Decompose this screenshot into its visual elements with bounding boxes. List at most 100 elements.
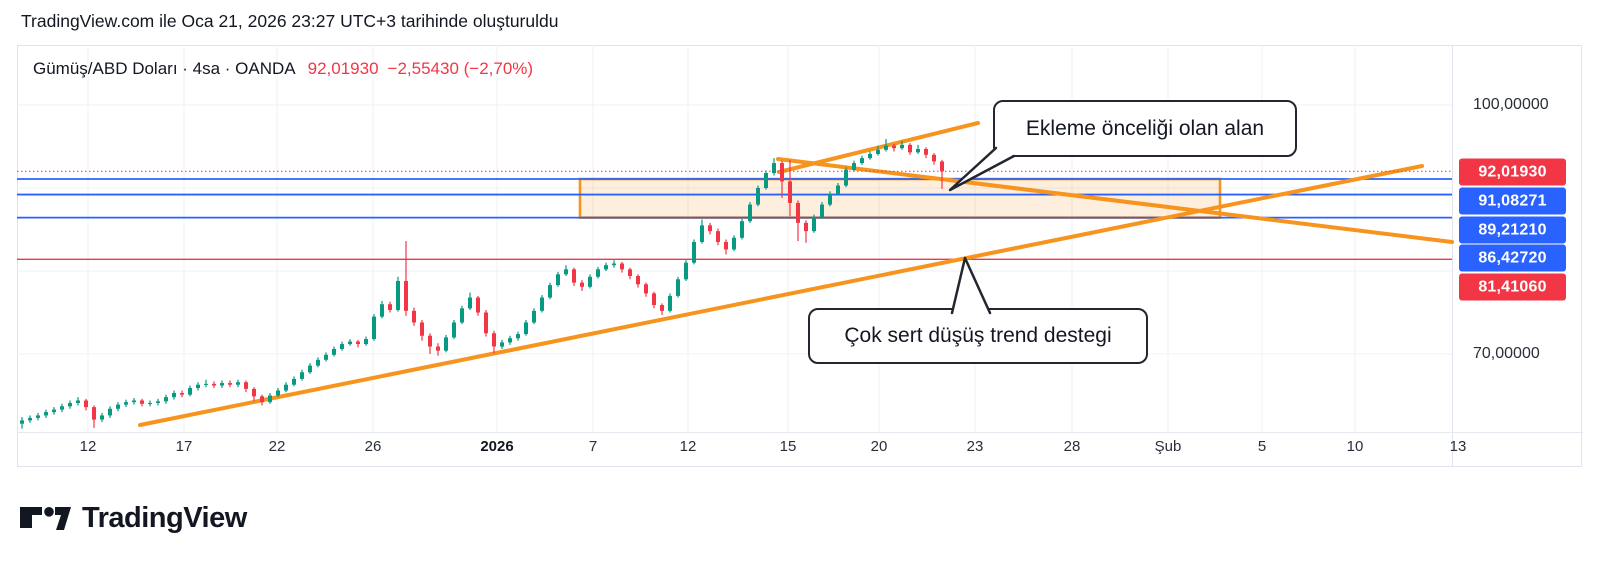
candle <box>572 267 576 286</box>
trendline-ascending-support[interactable] <box>138 164 1424 427</box>
candle-body <box>60 406 64 410</box>
time-axis-label: 5 <box>1257 438 1267 455</box>
candle <box>388 301 392 313</box>
candle-body <box>308 365 312 373</box>
time-axis-label: 12 <box>679 438 697 455</box>
candle <box>628 267 632 280</box>
candle <box>556 271 560 287</box>
candle <box>540 295 544 313</box>
candle <box>60 403 64 413</box>
candle <box>796 200 800 242</box>
chart-legend: Gümüş/ABD Doları · 4sa · OANDA 92,01930 −2… <box>33 59 533 79</box>
candle-body <box>860 158 864 164</box>
candle-body <box>764 173 768 188</box>
candle-body <box>316 359 320 366</box>
candle-body <box>468 297 472 309</box>
candle <box>236 379 240 388</box>
candle <box>20 417 24 429</box>
candle <box>124 399 128 408</box>
candle-body <box>516 334 520 339</box>
candle <box>924 147 928 159</box>
candle <box>492 330 496 354</box>
time-axis-label: 15 <box>779 438 797 455</box>
candle-body <box>908 144 912 153</box>
candle-body <box>444 337 448 351</box>
candle-body <box>196 384 200 389</box>
candle <box>84 398 88 411</box>
candle <box>868 151 872 160</box>
candle <box>884 139 888 152</box>
candle-body <box>260 396 264 403</box>
candle-body <box>588 276 592 287</box>
candle-body <box>820 204 824 218</box>
candle <box>564 265 568 276</box>
candle-body <box>756 188 760 205</box>
candle-body <box>300 372 304 379</box>
price-change-value: −2,55430 (−2,70%) <box>387 59 534 78</box>
candle-body <box>876 149 880 154</box>
last-price-value: 92,01930 <box>307 59 379 78</box>
candle-body <box>828 193 832 205</box>
candle-body <box>532 310 536 323</box>
attribution-text: TradingView.com ile Oca 21, 2026 23:27 U… <box>21 11 559 31</box>
candle <box>644 282 648 297</box>
annotation-bubble-trend[interactable]: Çok sert düşüş trend destegi <box>808 308 1148 364</box>
candle-body <box>564 269 568 275</box>
candle-body <box>428 335 432 347</box>
candle-body <box>276 390 280 396</box>
candle-body <box>788 181 792 203</box>
price-level-badge: 86,42720 <box>1459 244 1566 272</box>
candle <box>732 235 736 252</box>
candle <box>860 155 864 165</box>
time-axis-label: Şub <box>1154 438 1182 455</box>
candle-body <box>692 241 696 263</box>
candle-body <box>348 341 352 345</box>
candle-body <box>116 404 120 409</box>
time-axis-label: 28 <box>1063 438 1081 455</box>
candle <box>292 376 296 387</box>
candle-body <box>476 297 480 313</box>
candle <box>676 276 680 298</box>
candle <box>636 274 640 288</box>
candle <box>196 382 200 391</box>
candle-body <box>492 333 496 347</box>
candle <box>820 202 824 219</box>
candle <box>708 222 712 235</box>
price-axis[interactable]: 100,00000 70,00000 92,01930 91,08271 89,2121… <box>1453 45 1600 467</box>
candle <box>380 300 384 319</box>
candle <box>68 400 72 409</box>
candle-body <box>228 383 232 385</box>
candle-body <box>404 280 408 311</box>
candle <box>852 160 856 172</box>
candle-body <box>684 262 688 280</box>
candle <box>428 333 432 354</box>
candle <box>916 144 920 154</box>
annotation-bubble-trend-label: Çok sert düşüş trend destegi <box>844 324 1112 347</box>
candle-body <box>460 308 464 323</box>
candle <box>420 319 424 341</box>
candle-body <box>548 285 552 298</box>
time-axis-separator <box>17 432 1583 433</box>
candle <box>412 307 416 326</box>
candle-body <box>508 338 512 343</box>
candle <box>132 397 136 405</box>
priority-zone-rectangle[interactable] <box>578 177 1222 219</box>
candle <box>692 239 696 265</box>
candle-body <box>324 354 328 360</box>
symbol-title[interactable]: Gümüş/ABD Doları · 4sa · OANDA <box>33 59 296 78</box>
candle-body <box>596 269 600 277</box>
trendline-descending-resistance[interactable] <box>776 157 1454 244</box>
candle <box>332 346 336 357</box>
time-axis[interactable]: 12 17 22 26 2026 7 12 15 20 23 28 Şub 5 10 13 <box>0 438 1600 462</box>
annotation-bubble-zone[interactable]: Ekleme önceliği olan alan <box>993 100 1297 157</box>
candle-body <box>572 269 576 283</box>
candle <box>100 412 104 423</box>
candle-body <box>796 202 800 223</box>
candle <box>164 394 168 404</box>
candle <box>844 167 848 188</box>
tradingview-attribution-logo[interactable]: TradingView <box>20 502 247 535</box>
candle-body <box>676 279 680 296</box>
candle-body <box>172 393 176 398</box>
candle <box>548 282 552 300</box>
